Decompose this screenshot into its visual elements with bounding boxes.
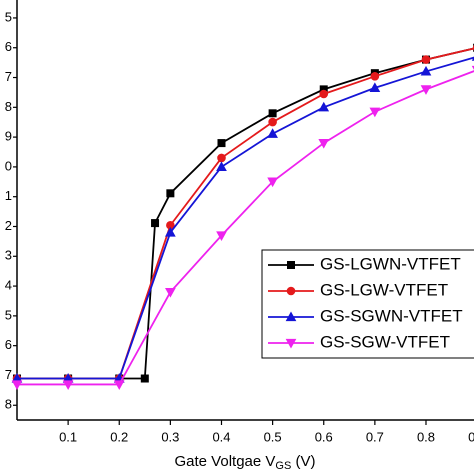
x-axis-label: Gate Voltgae VGS (V) <box>175 453 316 472</box>
y-tick-label: 5 <box>5 9 12 24</box>
legend-label: GS-SGW-VTFET <box>320 332 450 351</box>
y-tick-label: 4 <box>5 278 12 293</box>
x-tick-label: 0.6 <box>315 429 333 444</box>
marker <box>286 286 296 296</box>
legend-label: GS-SGWN-VTFET <box>320 306 463 325</box>
marker <box>268 109 277 118</box>
marker <box>318 101 330 112</box>
x-tick-label: 0.3 <box>161 429 179 444</box>
y-tick-label: 0 <box>5 158 12 173</box>
y-tick-label: 5 <box>5 307 12 322</box>
marker <box>113 380 125 390</box>
y-tick-label: 8 <box>5 397 12 412</box>
x-tick-label: 0.4 <box>212 429 230 444</box>
marker <box>267 128 278 138</box>
marker <box>140 374 149 383</box>
y-tick-label: 8 <box>5 99 12 114</box>
marker <box>165 287 176 298</box>
y-tick-label: 9 <box>5 129 12 144</box>
y-tick-label: 7 <box>5 367 12 382</box>
marker <box>216 231 227 241</box>
x-axis-label-tail: (V) <box>291 453 315 470</box>
marker <box>420 85 432 95</box>
x-tick-label: 0.7 <box>366 429 384 444</box>
marker <box>166 189 175 198</box>
marker <box>217 153 226 163</box>
marker <box>369 82 381 92</box>
marker <box>268 117 277 127</box>
marker <box>420 65 432 76</box>
series-line <box>17 70 474 386</box>
marker <box>62 380 74 390</box>
marker <box>369 107 381 118</box>
marker <box>318 138 330 149</box>
x-axis-label-sub: GS <box>275 460 291 472</box>
y-tick-label: 1 <box>5 188 12 203</box>
marker <box>421 55 431 64</box>
marker <box>285 338 297 349</box>
marker <box>287 261 295 269</box>
x-tick-label: 0.8 <box>417 429 435 444</box>
x-tick-label: 0.9 <box>468 429 474 444</box>
y-tick-label: 7 <box>5 69 12 84</box>
marker <box>319 89 329 99</box>
x-tick-label: 0.1 <box>59 429 77 444</box>
marker <box>151 219 160 228</box>
legend-box <box>261 249 474 359</box>
y-tick-label: 6 <box>5 39 12 54</box>
legend-label: GS-LGW-VTFET <box>320 280 448 299</box>
x-tick-label: 0.5 <box>264 429 282 444</box>
marker <box>216 161 227 172</box>
marker <box>267 177 278 188</box>
y-tick-label: 3 <box>5 248 12 263</box>
marker <box>217 139 226 148</box>
x-tick-label: 0.2 <box>110 429 128 444</box>
y-tick-label: 2 <box>5 218 12 233</box>
marker <box>285 311 297 322</box>
x-axis-label-main: Gate Voltgae V <box>175 453 276 470</box>
marker <box>165 226 176 237</box>
series-line <box>17 56 474 380</box>
marker <box>370 71 380 81</box>
y-tick-label: 6 <box>5 337 12 352</box>
legend-label: GS-LGWN-VTFET <box>320 254 461 273</box>
marker <box>11 380 23 390</box>
